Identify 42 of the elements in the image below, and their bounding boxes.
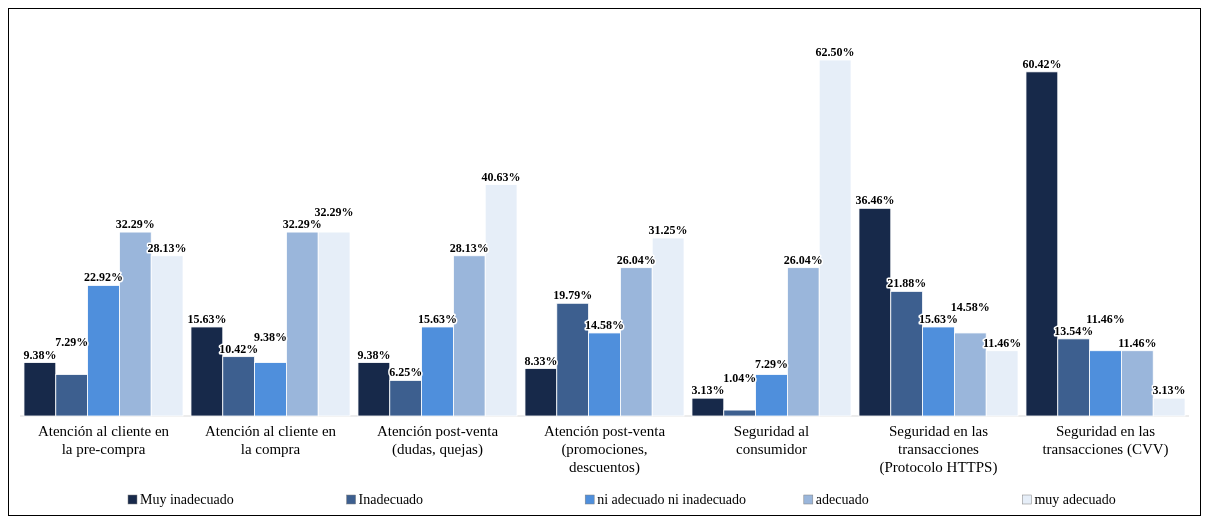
data-label: 36.46% [855,193,895,208]
legend-label: muy adecuado [1034,492,1116,507]
x-tick-label: Atención post-venta (promociones, descuentos) [543,423,666,476]
data-label: 28.13% [147,240,187,255]
x-tick-label: Atención al cliente en la pre-compra [37,423,170,457]
data-label: 11.46% [1086,311,1125,326]
data-label: 60.42% [1022,56,1062,71]
x-tick-label: Atención al cliente en la compra [204,423,337,457]
x-tick-label: Seguridad al consumidor [733,423,810,457]
data-label: 32.29% [282,217,322,232]
data-label: 15.63% [418,311,457,326]
data-label: 11.46% [1118,335,1157,350]
data-label: 3.13% [691,383,725,398]
data-label: 9.38% [357,347,391,362]
data-label: 1.04% [723,371,757,386]
data-label: 26.04% [616,252,656,267]
data-label: 62.50% [815,45,855,59]
data-label: 9.38% [23,347,57,362]
legend-label: adecuado [815,492,869,507]
data-label: 40.63% [481,169,521,184]
data-label: 9.38% [254,329,287,344]
data-label: 8.33% [524,353,558,368]
data-label: 32.29% [115,217,155,232]
data-label: 19.79% [553,288,593,303]
x-tick-label: Seguridad en las transacciones (CVV) [1042,423,1169,458]
x-tick-label: Atención post-venta (dudas, quejas) [376,423,499,458]
data-label: 31.25% [648,223,688,237]
data-label: 15.63% [187,311,227,326]
data-label: 32.29% [314,205,354,220]
data-label: 7.29% [755,357,788,372]
data-label: 6.25% [389,365,423,380]
data-label: 26.04% [783,252,823,267]
legend-label: Inadecuado [358,492,424,507]
data-label: 14.58% [950,299,990,314]
data-label: 22.92% [84,270,123,285]
data-label: 3.13% [1152,383,1186,398]
data-label: 28.13% [449,240,489,255]
data-label: 7.29% [55,335,89,350]
data-label: 11.46% [982,335,1022,350]
x-tick-label: Seguridad en las transacciones (Protocolo HTTPS) [879,423,998,476]
legend-label: Muy inadecuado [140,492,234,507]
legend-label: ni adecuado ni inadecuado [597,492,747,507]
